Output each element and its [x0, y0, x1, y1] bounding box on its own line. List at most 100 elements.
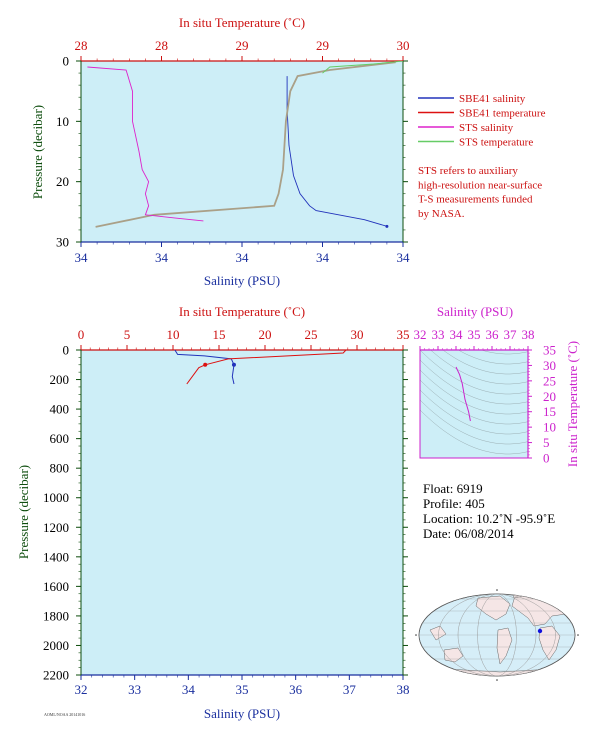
bottom-salinity-tick-label: 38: [397, 682, 410, 697]
location: Location: 10.2˚N -95.9˚E: [423, 511, 555, 526]
inset-density-contour: [420, 389, 528, 435]
top-series-sts-temperature: [322, 61, 403, 74]
map-tick: [496, 679, 498, 681]
note-line: STS refers to auxiliary: [418, 165, 518, 177]
top-pressure-tick-label: 0: [63, 54, 70, 69]
map-graticule-lon: [477, 594, 517, 676]
top-salinity-tick-label: 34: [236, 250, 250, 265]
note-line: by NASA.: [418, 208, 465, 220]
top-temp-tick-label: 30: [397, 38, 410, 53]
top-pressure-tick-label: 30: [56, 235, 69, 250]
inset-density-contour: [420, 399, 528, 445]
inset-density-contour: [411, 241, 537, 295]
inset-salinity-tick-label: 38: [522, 327, 535, 342]
inset-temp-tick-label: 20: [543, 389, 556, 404]
top-chart-plot-area: [80, 60, 404, 243]
map-tick: [496, 589, 498, 591]
bottom-temp-tick-label: 25: [305, 327, 318, 342]
inset-salinity-axis-title: Salinity (PSU): [437, 304, 513, 319]
inset-ts-trace: [455, 366, 471, 422]
top-temp-axis-title: In situ Temperature (˚C): [179, 15, 305, 30]
bottom-pressure-tick-label: 2200: [43, 668, 69, 683]
top-temp-tick-label: 28: [155, 38, 168, 53]
inset-density-contour: [420, 379, 528, 425]
bottom-pressure-tick-label: 2000: [43, 638, 69, 653]
inset-temp-tick-label: 10: [543, 420, 556, 435]
top-pressure-tick-label: 10: [56, 114, 69, 129]
map-landmass: [429, 625, 447, 641]
bottom-salinity-tick-label: 32: [75, 682, 88, 697]
bottom-temp-tick-label: 15: [213, 327, 226, 342]
inset-temp-tick-label: 15: [543, 404, 556, 419]
bottom-temp-tick-label: 20: [259, 327, 272, 342]
top-series-group: [87, 61, 403, 228]
top-pressure-tick-label: 20: [56, 174, 69, 189]
bottom-pressure-tick-label: 200: [50, 372, 70, 387]
inset-temp-tick-label: 35: [543, 343, 556, 358]
inset-salinity-tick-label: 37: [504, 327, 518, 342]
bottom-pressure-tick-label: 1000: [43, 490, 69, 505]
legend-label: SBE41 salinity: [459, 93, 526, 105]
bottom-salinity-tick-label: 33: [128, 682, 141, 697]
map-landmass: [475, 595, 511, 621]
bottom-pressure-tick-label: 1200: [43, 520, 69, 535]
inset-salinity-tick-label: 32: [414, 327, 427, 342]
map-graticule-lon: [438, 594, 556, 676]
bottom-temp-tick-label: 10: [167, 327, 180, 342]
bottom-pressure-tick-label: 1800: [43, 608, 69, 623]
float-id: Float: 6919: [423, 481, 483, 496]
bottom-pressure-tick-label: 800: [50, 461, 70, 476]
inset-series-group: [455, 366, 471, 422]
inset-density-contour: [411, 251, 537, 305]
footer-credit: AOML/NOAA 20141016: [44, 712, 85, 717]
inset-density-contour: [420, 359, 528, 405]
map-landmass: [538, 625, 561, 661]
top-series-endpoint: [385, 224, 389, 228]
top-salinity-tick-label: 34: [316, 250, 330, 265]
top-salinity-tick-label: 34: [75, 250, 89, 265]
top-salinity-tick-label: 34: [155, 250, 169, 265]
legend: SBE41 salinity SBE41 temperature STS salin…: [418, 93, 546, 149]
bottom-pressure-tick-label: 0: [63, 343, 70, 358]
top-chart: In situ Temperature (˚C) Salinity (PSU) …: [30, 15, 410, 288]
float-info: Float: 6919 Profile: 405 Location: 10.2˚…: [423, 481, 555, 541]
top-salinity-ticks: 34 34 34 34 34: [75, 241, 411, 265]
bottom-pressure-tick-label: 1600: [43, 579, 69, 594]
inset-temp-tick-label: 5: [543, 435, 550, 450]
bottom-temp-tick-label: 0: [78, 327, 85, 342]
top-temp-tick-label: 29: [236, 38, 249, 53]
bottom-temp-axis-title: In situ Temperature (˚C): [179, 304, 305, 319]
map-landmass: [496, 627, 513, 665]
profile-number: Profile: 405: [423, 496, 485, 511]
inset-density-contour: [442, 350, 528, 375]
bottom-salinity-tick-label: 36: [289, 682, 303, 697]
world-map: [415, 589, 579, 681]
inset-temp-tick-label: 0: [543, 451, 550, 466]
bottom-salinity-tick-label: 37: [343, 682, 357, 697]
bottom-temp-tick-label: 30: [351, 327, 364, 342]
bottom-salinity-ticks: 32 33 34 35 36 37 38: [75, 674, 410, 697]
bottom-pressure-tick-label: 400: [50, 402, 70, 417]
inset-salinity-tick-label: 33: [432, 327, 445, 342]
top-temp-tick-label: 29: [316, 38, 329, 53]
inset-ts-chart: Salinity (PSU) In situ Temperature (˚C) …: [411, 241, 581, 467]
bottom-chart-plot-area: [80, 349, 404, 676]
inset-salinity-tick-label: 36: [486, 327, 500, 342]
date: Date: 06/08/2014: [423, 526, 514, 541]
top-salinity-axis-title: Salinity (PSU): [204, 273, 280, 288]
inset-temp-tick-label: 25: [543, 373, 556, 388]
top-series-sbe41-salinity: [286, 76, 388, 227]
top-series-sbe41-temperature: [95, 61, 396, 228]
top-temp-tick-label: 28: [75, 38, 88, 53]
top-temp-ticks: 28 28 29 29 30: [75, 38, 410, 62]
bottom-pressure-tick-label: 600: [50, 431, 70, 446]
sts-note: STS refers to auxiliary high-resolution n…: [418, 165, 542, 220]
bottom-temp-tick-label: 35: [397, 327, 410, 342]
inset-density-contour: [430, 350, 528, 385]
inset-salinity-ticks: 32 33 34 35 36 37 38: [414, 327, 535, 351]
inset-temp-axis-title: In situ Temperature (˚C): [565, 341, 580, 467]
inset-density-contour: [420, 350, 528, 395]
top-salinity-tick-label: 34: [397, 250, 411, 265]
bottom-temp-ticks: 0 5 10 15 20 25 30 35: [78, 327, 410, 351]
inset-density-contour: [420, 369, 528, 415]
